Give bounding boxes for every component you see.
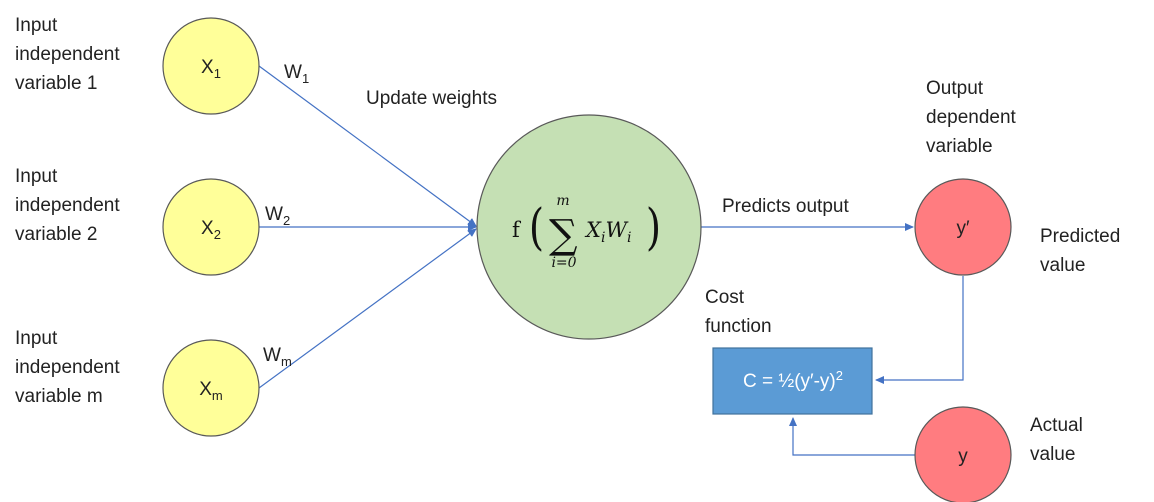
- input-node-m: [162, 339, 260, 437]
- activation-formula: f ( ∑ m i=0 XiWi ): [512, 193, 661, 271]
- predicted-node-label: y′: [956, 218, 970, 239]
- weight-m-label: Wm: [263, 345, 292, 369]
- cost-function-label: Cost function: [705, 287, 772, 337]
- predicted-value-label: Predicted value: [1040, 226, 1126, 276]
- actual-value-label: Actual value: [1030, 415, 1088, 465]
- input-node-2-label: X2: [201, 218, 221, 242]
- predicted-node: [914, 178, 1012, 276]
- input-node-2: [162, 178, 260, 276]
- sum-term: XiWi: [584, 218, 632, 246]
- right-paren: ): [646, 197, 661, 256]
- left-paren: (: [529, 197, 544, 256]
- update-weights-label: Update weights: [366, 88, 497, 109]
- connector-x1-to-neuron: [258, 65, 477, 227]
- activation-f: f: [512, 218, 522, 242]
- input-label-2: Input independent variable 2: [15, 166, 125, 245]
- actual-node: [914, 406, 1012, 502]
- connector-output-to-cost: [875, 276, 964, 384]
- input-label-m: Input independent variable m: [15, 328, 125, 407]
- actual-node-label: y: [958, 446, 968, 467]
- weight-1-label: W1: [284, 62, 309, 86]
- sigma-symbol: ∑: [549, 212, 578, 258]
- weight-2-label: W2: [265, 204, 290, 228]
- output-label: Output dependent variable: [926, 78, 1021, 157]
- input-node-1: [162, 17, 260, 115]
- input-node-m-label: Xm: [199, 379, 223, 403]
- cost-formula: C = ½(y′-y)2: [743, 368, 843, 392]
- cost-function-box: [712, 347, 873, 415]
- neuron-node: [476, 114, 702, 340]
- connector-xm-to-neuron: [258, 228, 477, 389]
- sum-lower-limit: i=0: [551, 255, 576, 271]
- connector-actual-to-cost: [789, 417, 915, 456]
- predicts-output-label: Predicts output: [722, 196, 849, 217]
- input-node-1-label: X1: [201, 57, 221, 81]
- input-label-1: Input independent variable 1: [15, 15, 125, 94]
- sum-upper-limit: m: [556, 193, 569, 209]
